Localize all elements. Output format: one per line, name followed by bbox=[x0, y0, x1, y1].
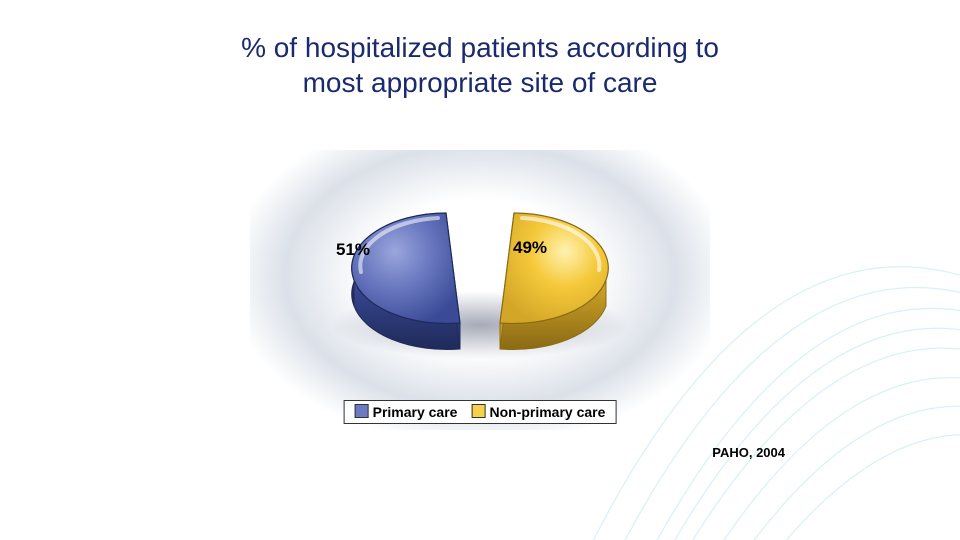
title-line-1: % of hospitalized patients according to bbox=[241, 32, 719, 63]
pie-wrap: 51% 49% bbox=[300, 160, 660, 370]
slice-label-nonprimary: 49% bbox=[513, 238, 547, 258]
legend-swatch-nonprimary bbox=[471, 404, 485, 418]
legend-swatch-primary bbox=[355, 404, 369, 418]
title-line-2: most appropriate site of care bbox=[303, 67, 658, 98]
source-citation: PAHO, 2004 bbox=[712, 445, 785, 460]
legend: Primary care Non-primary care bbox=[344, 400, 617, 424]
chart-title: % of hospitalized patients according to … bbox=[0, 30, 960, 100]
pie-svg bbox=[300, 160, 660, 370]
pie-chart: 51% 49% Primary care Non-primary care bbox=[250, 150, 710, 430]
legend-item-primary: Primary care bbox=[355, 404, 458, 420]
legend-item-nonprimary: Non-primary care bbox=[471, 404, 605, 420]
slice-label-primary: 51% bbox=[336, 240, 370, 260]
